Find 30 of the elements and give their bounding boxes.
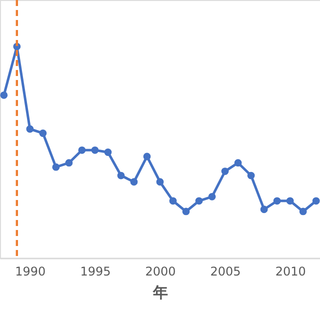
point — [117, 172, 125, 180]
point — [247, 172, 255, 180]
point — [0, 91, 8, 99]
x-axis-title: 年 — [152, 284, 168, 302]
point — [182, 208, 190, 216]
point — [130, 178, 138, 186]
point — [195, 197, 203, 205]
point — [234, 159, 242, 167]
point — [169, 197, 177, 205]
x-tick-label: 2000 — [145, 264, 176, 278]
point — [260, 206, 268, 214]
x-tick-label: 1990 — [15, 264, 46, 278]
x-tick-label: 1995 — [80, 264, 111, 278]
point — [26, 125, 34, 133]
point — [221, 168, 229, 175]
point — [104, 148, 112, 156]
point — [65, 159, 73, 167]
point — [78, 146, 86, 154]
point — [143, 152, 151, 160]
point — [299, 208, 307, 216]
point — [52, 163, 60, 171]
point — [286, 197, 294, 205]
point — [156, 178, 164, 186]
point — [91, 146, 99, 154]
x-tick-label: 2010 — [275, 264, 306, 278]
point — [208, 192, 216, 200]
point — [39, 130, 47, 137]
point — [312, 197, 320, 205]
point — [273, 197, 281, 205]
x-tick-label: 2005 — [210, 264, 241, 278]
